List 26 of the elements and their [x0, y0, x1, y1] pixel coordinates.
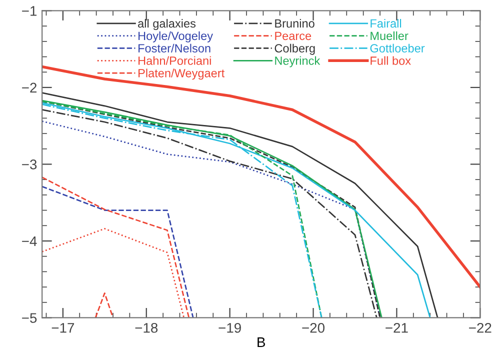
legend-label: Hahn/Porciani [138, 56, 211, 65]
legend-label: Colberg [274, 44, 315, 55]
x-axis-title: B [258, 337, 266, 347]
legend-label: Gottloeber [370, 44, 425, 52]
x-tick-label: −17 [52, 323, 74, 333]
x-tick-label: −18 [135, 322, 158, 333]
legend-label: Pearce [275, 32, 312, 40]
y-tick-label: −3 [22, 160, 37, 170]
x-tick-label: −21 [386, 322, 408, 333]
y-tick-label: −5 [22, 313, 37, 323]
x-tick-label: −20 [302, 322, 324, 333]
legend-label: Foster/Nelson [138, 44, 210, 52]
legend-label: Mueller [370, 31, 408, 40]
legend-label: Full box [370, 56, 411, 65]
y-tick-label: −2 [22, 82, 37, 92]
legend-label: Neyrinck [275, 56, 320, 68]
legend-label: Fairall [370, 18, 402, 28]
legend-label: all galaxies [138, 18, 196, 30]
y-tick-label: −4 [22, 236, 37, 246]
legend-label: Brunino [275, 18, 314, 28]
x-tick-label: −22 [469, 322, 492, 333]
legend-label: Platen/Weygaert [138, 68, 225, 80]
legend-label: Hoyle/Vogeley [138, 31, 213, 42]
line-series [42, 228, 185, 318]
x-tick-label: −19 [218, 322, 241, 333]
y-tick-label: −1 [22, 6, 37, 16]
